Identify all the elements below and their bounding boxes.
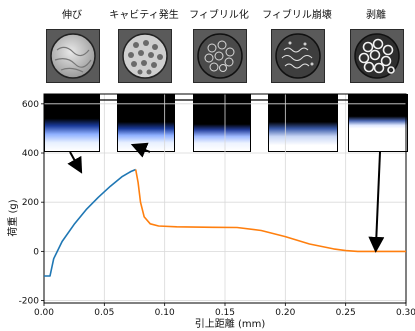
x-tick-label: 0.25: [336, 308, 356, 318]
disk-cavities-icon: [118, 29, 172, 83]
tick-labels: 0.00 0.05 0.10 0.15 0.20 0.25 0.30 -200 0 200 400 6…: [19, 100, 415, 318]
x-tick-label: 0.10: [155, 308, 175, 318]
annotation-arrow: [368, 151, 385, 253]
annotation-arrows: [67, 142, 385, 253]
y-tick-label: 200: [22, 198, 39, 208]
grid: [43, 94, 407, 303]
y-tick-label: 600: [22, 100, 39, 110]
y-axis-label: 荷重 (g): [6, 199, 19, 236]
annotation-arrow: [130, 142, 151, 158]
x-tick-label: 0.05: [94, 308, 114, 318]
series-line-0: [44, 168, 137, 277]
x-axis-label: 引上距離 (mm): [195, 317, 266, 330]
y-tick-label: 400: [22, 149, 39, 159]
y-tick-label: 0: [33, 247, 39, 257]
stage-label-stretch: 伸び: [62, 10, 82, 21]
x-tick-label: 0.20: [275, 308, 295, 318]
stage-label-fibrillation: フィブリル化: [189, 10, 249, 21]
disk-fibril-collapse-icon: [271, 29, 325, 83]
axes: [41, 93, 407, 306]
y-tick-label: -200: [19, 297, 40, 307]
annotation-arrow: [67, 151, 83, 174]
x-tick-label: 0.30: [396, 308, 415, 318]
disk-fibrils-icon: [193, 29, 247, 83]
series-line-1: [134, 169, 406, 253]
plot-frame: [43, 93, 407, 304]
stage-label-peel: 剥離: [366, 10, 386, 21]
disk-peel-icon: [350, 29, 404, 83]
stage-label-fibril-collapse: フィブリル崩壊: [262, 10, 332, 21]
disk-stretched-icon: [46, 29, 100, 83]
x-tick-label: 0.00: [34, 308, 54, 318]
x-tick-label: 0.15: [215, 308, 235, 318]
series-lines: [44, 168, 406, 277]
stage-label-cavitation: キャビティ発生: [109, 10, 179, 21]
